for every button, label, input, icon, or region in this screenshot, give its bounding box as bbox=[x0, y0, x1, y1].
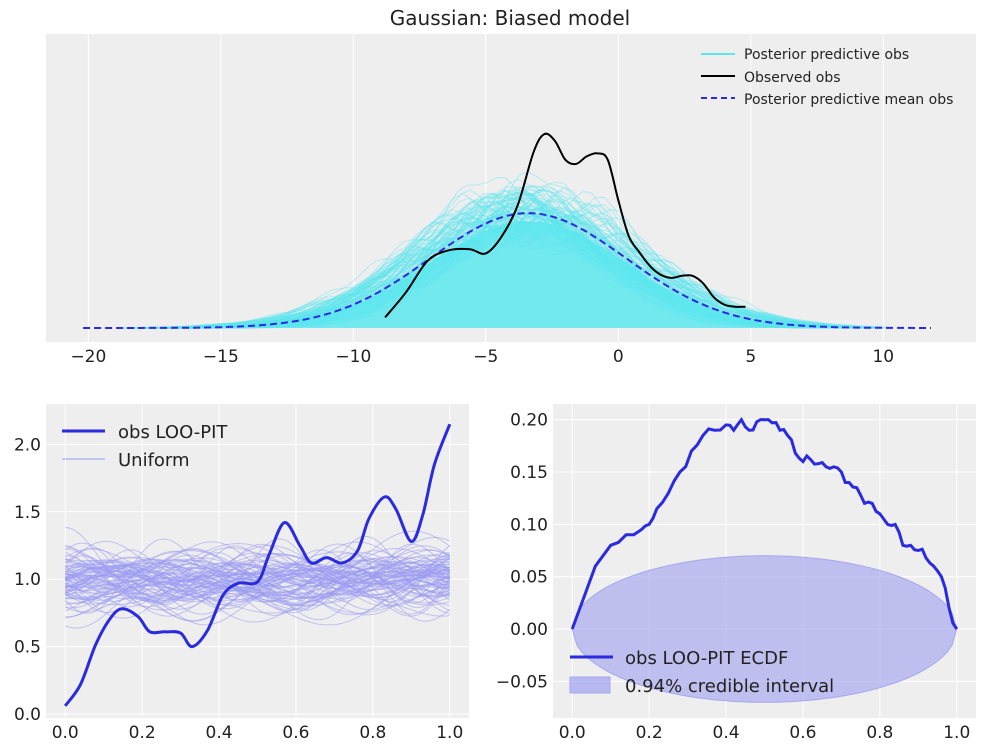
loo-pit-line bbox=[63, 423, 452, 707]
ecdf-x-tick-labels: 0.0 0.2 0.4 0.6 0.8 1.0 bbox=[559, 723, 971, 743]
top-x-tick-label: −20 bbox=[70, 347, 106, 367]
top-chart: Gaussian: Biased model −20 −15 −10 −5 0 5 10 P… bbox=[46, 6, 976, 367]
top-legend: Posterior predictive obs Observed obs Po… bbox=[701, 47, 953, 108]
ecdf-legend-label: obs LOO-PIT ECDF bbox=[625, 648, 788, 669]
ecdf-y-tick-label: 0.00 bbox=[510, 620, 548, 640]
ecdf-x-tick-label: 1.0 bbox=[943, 723, 970, 743]
loo-pit-y-tick-label: 0.5 bbox=[14, 638, 41, 658]
uniform-line bbox=[65, 567, 450, 608]
posterior-predictive-line bbox=[127, 213, 824, 329]
posterior-predictive-line bbox=[162, 220, 849, 329]
loo-pit-y-tick-label: 0.0 bbox=[14, 705, 41, 725]
loo-pit-x-tick-label: 0.4 bbox=[206, 723, 233, 743]
uniform-line bbox=[65, 566, 451, 617]
top-x-tick-label: 0 bbox=[613, 347, 624, 367]
ecdf-chart: 0.0 0.2 0.4 0.6 0.8 1.0 −0.05 0.00 0.05 0.10 0.15… bbox=[496, 404, 976, 743]
uniform-line bbox=[64, 552, 450, 601]
loo-pit-x-tick-label: 1.0 bbox=[436, 723, 463, 743]
top-legend-label-observed: Observed obs bbox=[744, 70, 841, 86]
top-x-tick-labels: −20 −15 −10 −5 0 5 10 bbox=[70, 347, 894, 367]
uniform-line bbox=[65, 574, 450, 622]
loo-pit-y-tick-label: 1.5 bbox=[14, 503, 41, 523]
top-mean-line bbox=[83, 212, 931, 329]
loo-pit-y-tick-label: 2.0 bbox=[14, 435, 41, 455]
uniform-legend-label: Uniform bbox=[118, 450, 190, 471]
ecdf-y-tick-label: 0.15 bbox=[510, 463, 548, 483]
loo-pit-legend-label: obs LOO-PIT bbox=[118, 422, 228, 443]
posterior-predictive-line bbox=[134, 217, 877, 329]
ecdf-line bbox=[570, 416, 959, 630]
top-legend-label-mean: Posterior predictive mean obs bbox=[744, 92, 953, 108]
credible-interval-legend-label: 0.94% credible interval bbox=[625, 676, 834, 697]
loo-pit-uniform-lines bbox=[64, 526, 451, 629]
loo-pit-x-tick-label: 0.0 bbox=[52, 723, 79, 743]
uniform-line bbox=[65, 543, 451, 604]
loo-pit-chart: 0.0 0.2 0.4 0.6 0.8 1.0 0.0 0.5 1.0 1.5 2.0 obs L… bbox=[14, 404, 469, 743]
top-x-tick-label: 5 bbox=[745, 347, 756, 367]
loo-pit-y-tick-labels: 0.0 0.5 1.0 1.5 2.0 bbox=[14, 435, 41, 725]
uniform-line bbox=[65, 563, 450, 611]
top-x-tick-label: −10 bbox=[335, 347, 371, 367]
loo-pit-x-tick-label: 0.8 bbox=[359, 723, 386, 743]
uniform-line bbox=[65, 552, 450, 597]
uniform-line bbox=[65, 567, 450, 607]
ecdf-x-tick-label: 0.8 bbox=[866, 723, 893, 743]
uniform-line bbox=[65, 535, 451, 599]
top-observed-line bbox=[384, 132, 746, 319]
uniform-line bbox=[64, 568, 451, 614]
uniform-line bbox=[65, 562, 450, 594]
uniform-line bbox=[65, 566, 450, 588]
ecdf-x-tick-label: 0.2 bbox=[636, 723, 663, 743]
top-x-tick-label: −15 bbox=[203, 347, 239, 367]
ecdf-x-tick-label: 0.0 bbox=[559, 723, 586, 743]
uniform-line bbox=[65, 526, 451, 616]
ecdf-legend: obs LOO-PIT ECDF 0.94% credible interval bbox=[569, 648, 834, 697]
loo-pit-legend: obs LOO-PIT Uniform bbox=[62, 422, 228, 471]
credible-interval-legend-marker bbox=[569, 676, 611, 694]
ecdf-y-tick-label: 0.20 bbox=[510, 411, 548, 431]
uniform-line bbox=[64, 547, 450, 619]
uniform-line bbox=[65, 563, 451, 609]
posterior-predictive-line bbox=[134, 213, 830, 329]
posterior-predictive-line bbox=[167, 223, 817, 328]
top-x-tick-label: −5 bbox=[473, 347, 498, 367]
top-x-tick-label: 10 bbox=[872, 347, 894, 367]
top-gridlines bbox=[87, 34, 884, 342]
ecdf-y-tick-labels: −0.05 0.00 0.05 0.10 0.15 0.20 bbox=[496, 411, 548, 693]
posterior-predictive-band bbox=[167, 221, 884, 328]
ecdf-x-tick-label: 0.6 bbox=[789, 723, 816, 743]
ecdf-y-tick-label: 0.10 bbox=[510, 515, 548, 535]
ecdf-x-tick-label: 0.4 bbox=[713, 723, 740, 743]
ecdf-y-tick-label: 0.05 bbox=[510, 568, 548, 588]
uniform-line bbox=[65, 554, 450, 611]
loo-pit-y-tick-label: 1.0 bbox=[14, 570, 41, 590]
uniform-line bbox=[65, 557, 451, 601]
top-chart-title: Gaussian: Biased model bbox=[390, 6, 630, 30]
loo-pit-x-tick-label: 0.2 bbox=[129, 723, 156, 743]
loo-pit-x-tick-label: 0.6 bbox=[282, 723, 309, 743]
ecdf-y-tick-label: −0.05 bbox=[496, 672, 548, 692]
loo-pit-x-tick-labels: 0.0 0.2 0.4 0.6 0.8 1.0 bbox=[52, 723, 464, 743]
top-legend-label-posterior: Posterior predictive obs bbox=[744, 47, 909, 63]
posterior-predictive-line bbox=[194, 210, 826, 329]
